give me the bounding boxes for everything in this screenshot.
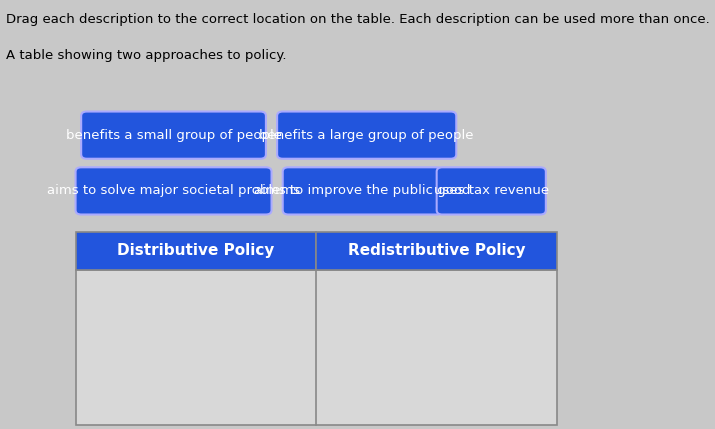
Text: benefits a large group of people: benefits a large group of people	[260, 129, 474, 142]
Text: aims to improve the public good: aims to improve the public good	[255, 184, 470, 197]
Text: aims to solve major societal problems: aims to solve major societal problems	[47, 184, 300, 197]
Text: Redistributive Policy: Redistributive Policy	[348, 244, 526, 258]
Text: Distributive Policy: Distributive Policy	[117, 244, 275, 258]
FancyBboxPatch shape	[437, 167, 546, 214]
FancyBboxPatch shape	[282, 167, 443, 214]
Bar	[76, 232, 316, 270]
FancyBboxPatch shape	[76, 167, 272, 214]
FancyBboxPatch shape	[277, 112, 456, 159]
Text: A table showing two approaches to policy.: A table showing two approaches to policy…	[6, 49, 286, 62]
Text: Drag each description to the correct location on the table. Each description can: Drag each description to the correct loc…	[6, 13, 709, 26]
Text: uses tax revenue: uses tax revenue	[434, 184, 549, 197]
Text: benefits a small group of people: benefits a small group of people	[66, 129, 282, 142]
FancyBboxPatch shape	[82, 112, 266, 159]
Bar	[76, 270, 557, 425]
Bar	[316, 232, 557, 270]
